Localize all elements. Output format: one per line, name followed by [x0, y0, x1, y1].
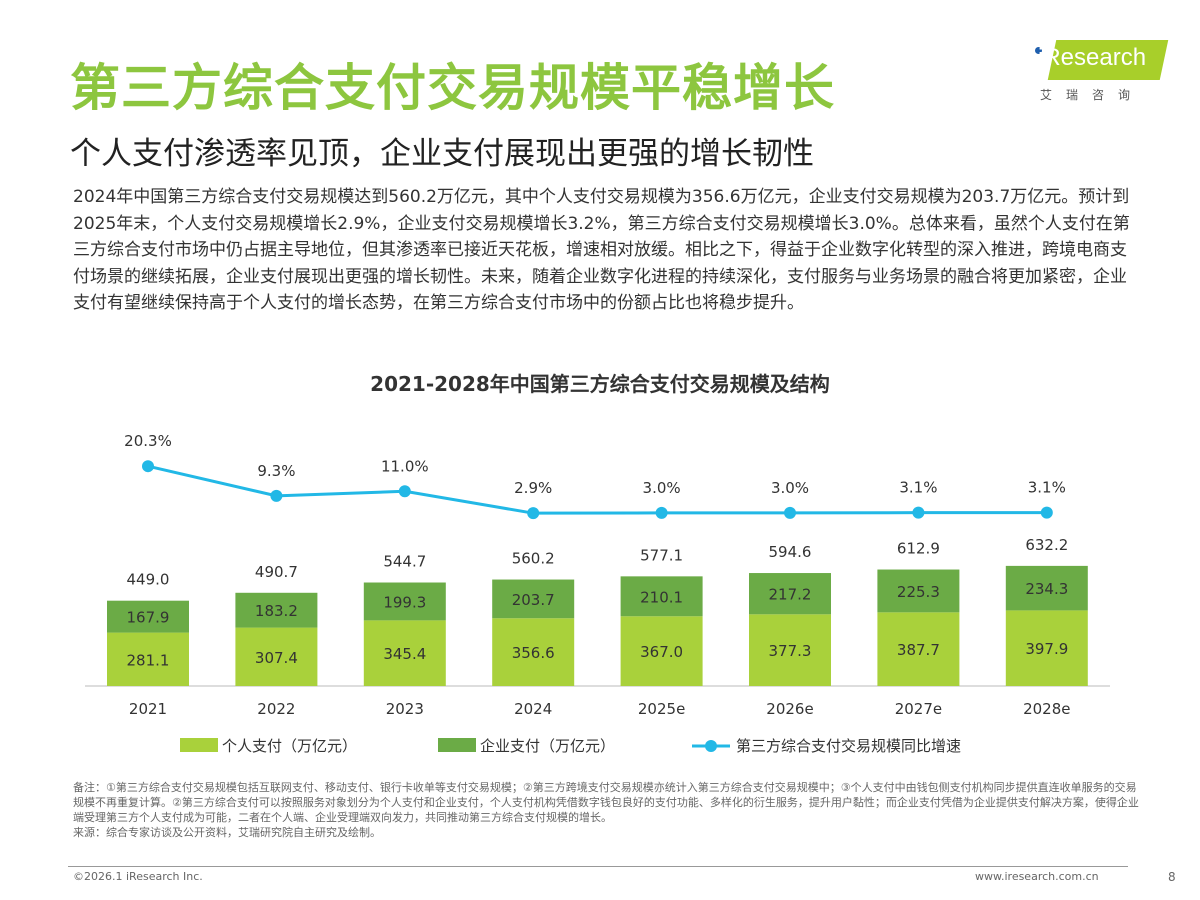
label-enterprise: 203.7 [512, 591, 555, 609]
growth-point [655, 506, 668, 519]
bar-personal [877, 612, 960, 686]
legend-swatch-growth-dot [705, 740, 717, 752]
label-total: 577.1 [640, 546, 683, 564]
x-tick-label: 2022 [257, 700, 295, 718]
source-text: 来源：综合专家访谈及公开资料，艾瑞研究院自主研究及绘制。 [73, 826, 381, 839]
label-total: 612.9 [897, 540, 940, 558]
page-subtitle: 个人支付渗透率见顶，企业支付展现出更强的增长韧性 [70, 136, 814, 172]
bar-enterprise [363, 582, 446, 621]
x-tick-label: 2026e [766, 700, 813, 718]
x-tick-label: 2025e [638, 700, 685, 718]
x-tick-label: 2027e [895, 700, 942, 718]
label-personal: 307.4 [255, 649, 298, 667]
growth-point [784, 506, 796, 519]
chart: 281.1 167.9 449.0 2021 307.4 183.2 490.7 2022 34… [85, 432, 1110, 755]
logo-text: iResearch [1038, 44, 1147, 71]
label-enterprise: 199.3 [383, 593, 426, 611]
label-total: 632.2 [1025, 536, 1068, 554]
x-tick-label: 2021 [129, 700, 167, 718]
legend-swatch-personal [180, 738, 218, 752]
growth-label: 9.3% [257, 462, 295, 480]
notes-text: 备注：①第三方综合支付交易规模包括互联网支付、移动支付、银行卡收单等支付交易规模… [73, 781, 1139, 824]
growth-label: 3.0% [643, 479, 681, 497]
bar-personal [235, 627, 318, 686]
bar-enterprise [749, 573, 831, 615]
bar-enterprise [1005, 565, 1088, 611]
label-personal: 345.4 [383, 645, 426, 663]
bar-personal [492, 618, 575, 686]
bar-personal [1005, 610, 1088, 686]
bar-personal [749, 614, 831, 686]
legend-growth: 第三方综合支付交易规模同比增速 [736, 737, 961, 755]
x-tick-label: 2028e [1023, 700, 1070, 718]
legend-enterprise: 企业支付（万亿元） [480, 737, 615, 755]
growth-label: 11.0% [381, 457, 429, 475]
growth-label: 20.3% [124, 432, 172, 450]
growth-line [147, 464, 1047, 515]
growth-point [1040, 506, 1053, 519]
bar-personal [107, 632, 189, 686]
bar-personal [363, 620, 446, 686]
growth-label: 3.0% [771, 479, 809, 497]
label-enterprise: 217.2 [769, 586, 812, 604]
label-personal: 356.6 [512, 644, 555, 662]
copyright: ©2026.1 iResearch Inc. [73, 870, 203, 883]
page-title: 第三方综合支付交易规模平稳增长 [70, 59, 835, 117]
notes: 备注：①第三方综合支付交易规模包括互联网支付、移动支付、银行卡收单等支付交易规模… [73, 780, 1143, 840]
label-total: 544.7 [383, 553, 426, 571]
bar-personal [620, 616, 703, 686]
growth-point [142, 460, 154, 473]
label-total: 560.2 [512, 550, 555, 568]
page-number: 8 [1168, 870, 1176, 884]
legend-swatch-enterprise [438, 738, 476, 752]
label-enterprise: 234.3 [1025, 580, 1068, 598]
label-enterprise: 167.9 [127, 609, 170, 627]
iresearch-logo: iResearch 艾瑞咨询 [1030, 38, 1170, 108]
footer-url: www.iresearch.com.cn [975, 870, 1099, 883]
growth-label: 3.1% [1028, 479, 1066, 497]
growth-label: 2.9% [514, 479, 552, 497]
bar-enterprise [877, 569, 960, 613]
label-enterprise: 210.1 [640, 588, 683, 606]
footer-divider [68, 866, 1128, 867]
label-personal: 367.0 [640, 643, 683, 661]
label-total: 449.0 [127, 571, 170, 589]
bar-enterprise [235, 592, 318, 628]
label-total: 490.7 [255, 563, 298, 581]
label-enterprise: 225.3 [897, 583, 940, 601]
bar-enterprise [492, 579, 575, 619]
legend-personal: 个人支付（万亿元） [222, 737, 357, 755]
chart-title: 2021-2028年中国第三方综合支付交易规模及结构 [370, 372, 830, 396]
label-total: 594.6 [769, 543, 812, 561]
body-text: 2024年中国第三方综合支付交易规模达到560.2万亿元，其中个人支付交易规模为… [73, 187, 1130, 313]
label-personal: 377.3 [769, 642, 812, 660]
x-tick-label: 2024 [514, 700, 552, 718]
growth-label: 3.1% [899, 479, 937, 497]
bar-enterprise [107, 600, 189, 633]
logo-cn: 艾瑞咨询 [1040, 88, 1145, 102]
growth-point [270, 489, 283, 502]
growth-point [398, 485, 411, 498]
growth-point [527, 507, 540, 520]
label-enterprise: 183.2 [255, 602, 298, 620]
label-personal: 281.1 [127, 651, 170, 669]
bar-enterprise [620, 576, 703, 617]
growth-point [912, 506, 925, 519]
x-tick-label: 2023 [386, 700, 424, 718]
label-personal: 387.7 [897, 641, 940, 659]
label-personal: 397.9 [1025, 640, 1068, 658]
